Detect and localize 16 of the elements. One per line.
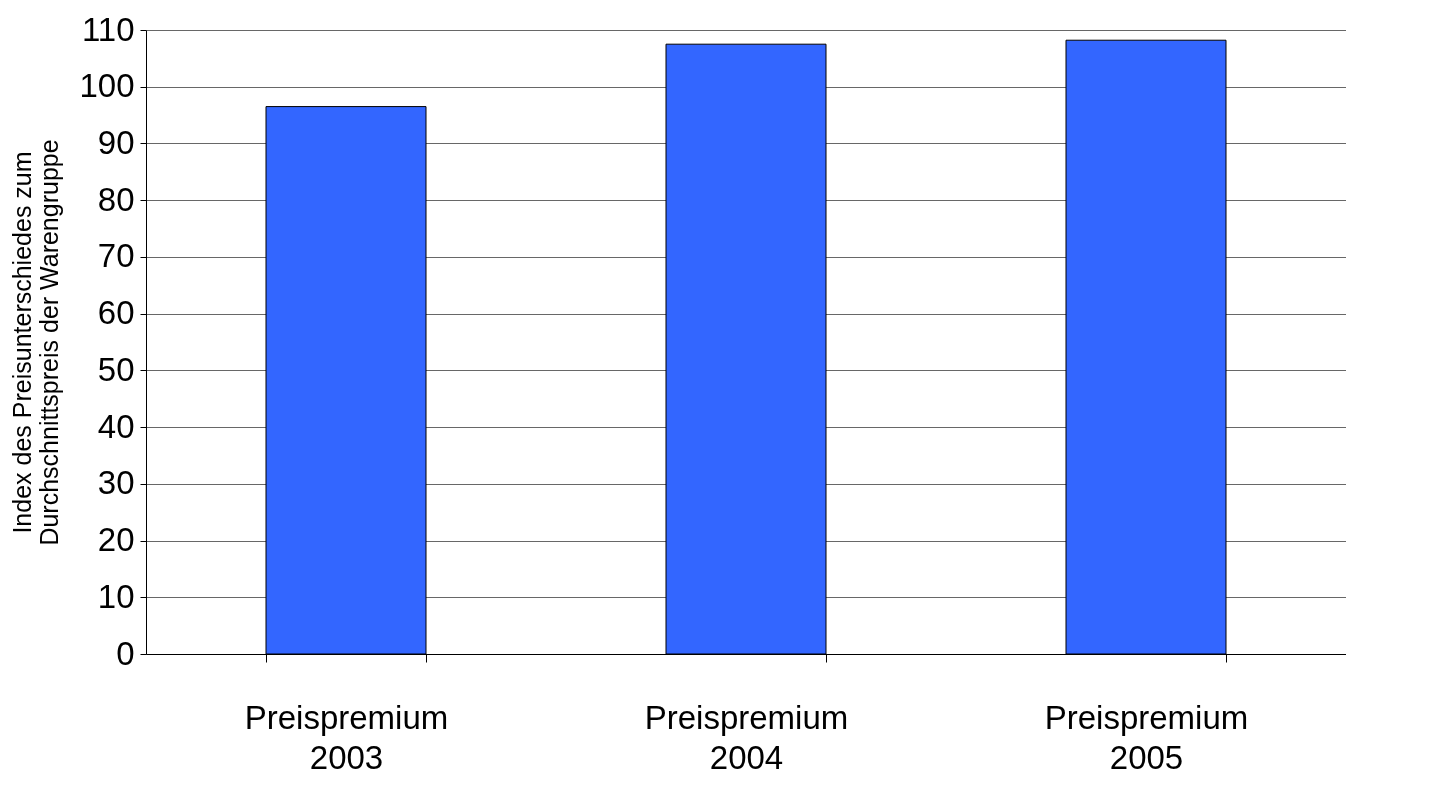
y-tick-label: 30 <box>97 464 135 502</box>
y-tick-label: 100 <box>79 67 135 105</box>
x-tick-label: Preispremium 2003 <box>244 698 449 776</box>
y-tick-label: 90 <box>97 123 135 161</box>
y-tick-label: 20 <box>97 521 135 559</box>
y-tick-label: 70 <box>97 237 135 275</box>
y-tick-label: 0 <box>116 634 135 672</box>
y-axis-title: Index des Preisunterschiedes zum Durchschnittspreis der Warengruppe <box>8 139 64 546</box>
y-tick-label: 50 <box>97 350 135 388</box>
y-tick-label: 110 <box>81 10 135 48</box>
x-tick-label: Preispremium 2005 <box>1044 698 1249 776</box>
y-tick-label: 80 <box>97 180 135 218</box>
x-tick-label: Preispremium 2004 <box>644 698 849 776</box>
y-tick-label: 40 <box>97 407 135 445</box>
y-tick-label: 60 <box>97 294 135 332</box>
y-tick-label: 10 <box>97 577 135 615</box>
